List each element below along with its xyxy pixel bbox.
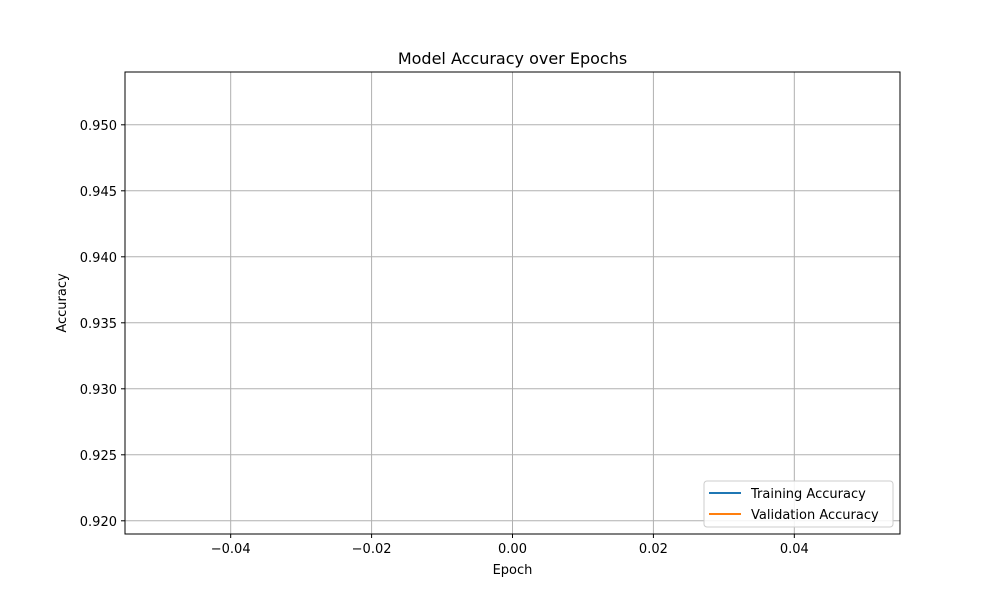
y-tick-label: 0.935 — [80, 317, 117, 332]
legend: Training Accuracy Validation Accuracy — [703, 480, 894, 528]
y-tick-label: 0.930 — [80, 383, 117, 398]
y-tick-label: 0.945 — [80, 185, 117, 200]
legend-frame — [703, 480, 894, 528]
chart-title: Model Accuracy over Epochs — [398, 49, 627, 68]
x-tick-label: 0.02 — [639, 542, 668, 557]
y-tick-label: 0.950 — [80, 119, 117, 134]
x-tick-label: 0.00 — [498, 542, 527, 557]
y-tick-label: 0.920 — [80, 515, 117, 530]
y-axis-label: Accuracy — [55, 273, 70, 333]
y-tick-label: 0.925 — [80, 449, 117, 464]
grid — [125, 72, 900, 534]
axis-ticks: −0.04 −0.02 0.00 0.02 0.04 0.920 0.925 0.930 0.9… — [80, 119, 809, 557]
legend-label-training: Training Accuracy — [750, 487, 866, 502]
x-tick-label: 0.04 — [780, 542, 809, 557]
x-tick-label: −0.02 — [352, 542, 392, 557]
legend-label-validation: Validation Accuracy — [751, 508, 879, 523]
x-tick-label: −0.04 — [211, 542, 251, 557]
x-axis-label: Epoch — [493, 563, 533, 578]
y-tick-label: 0.940 — [80, 251, 117, 266]
